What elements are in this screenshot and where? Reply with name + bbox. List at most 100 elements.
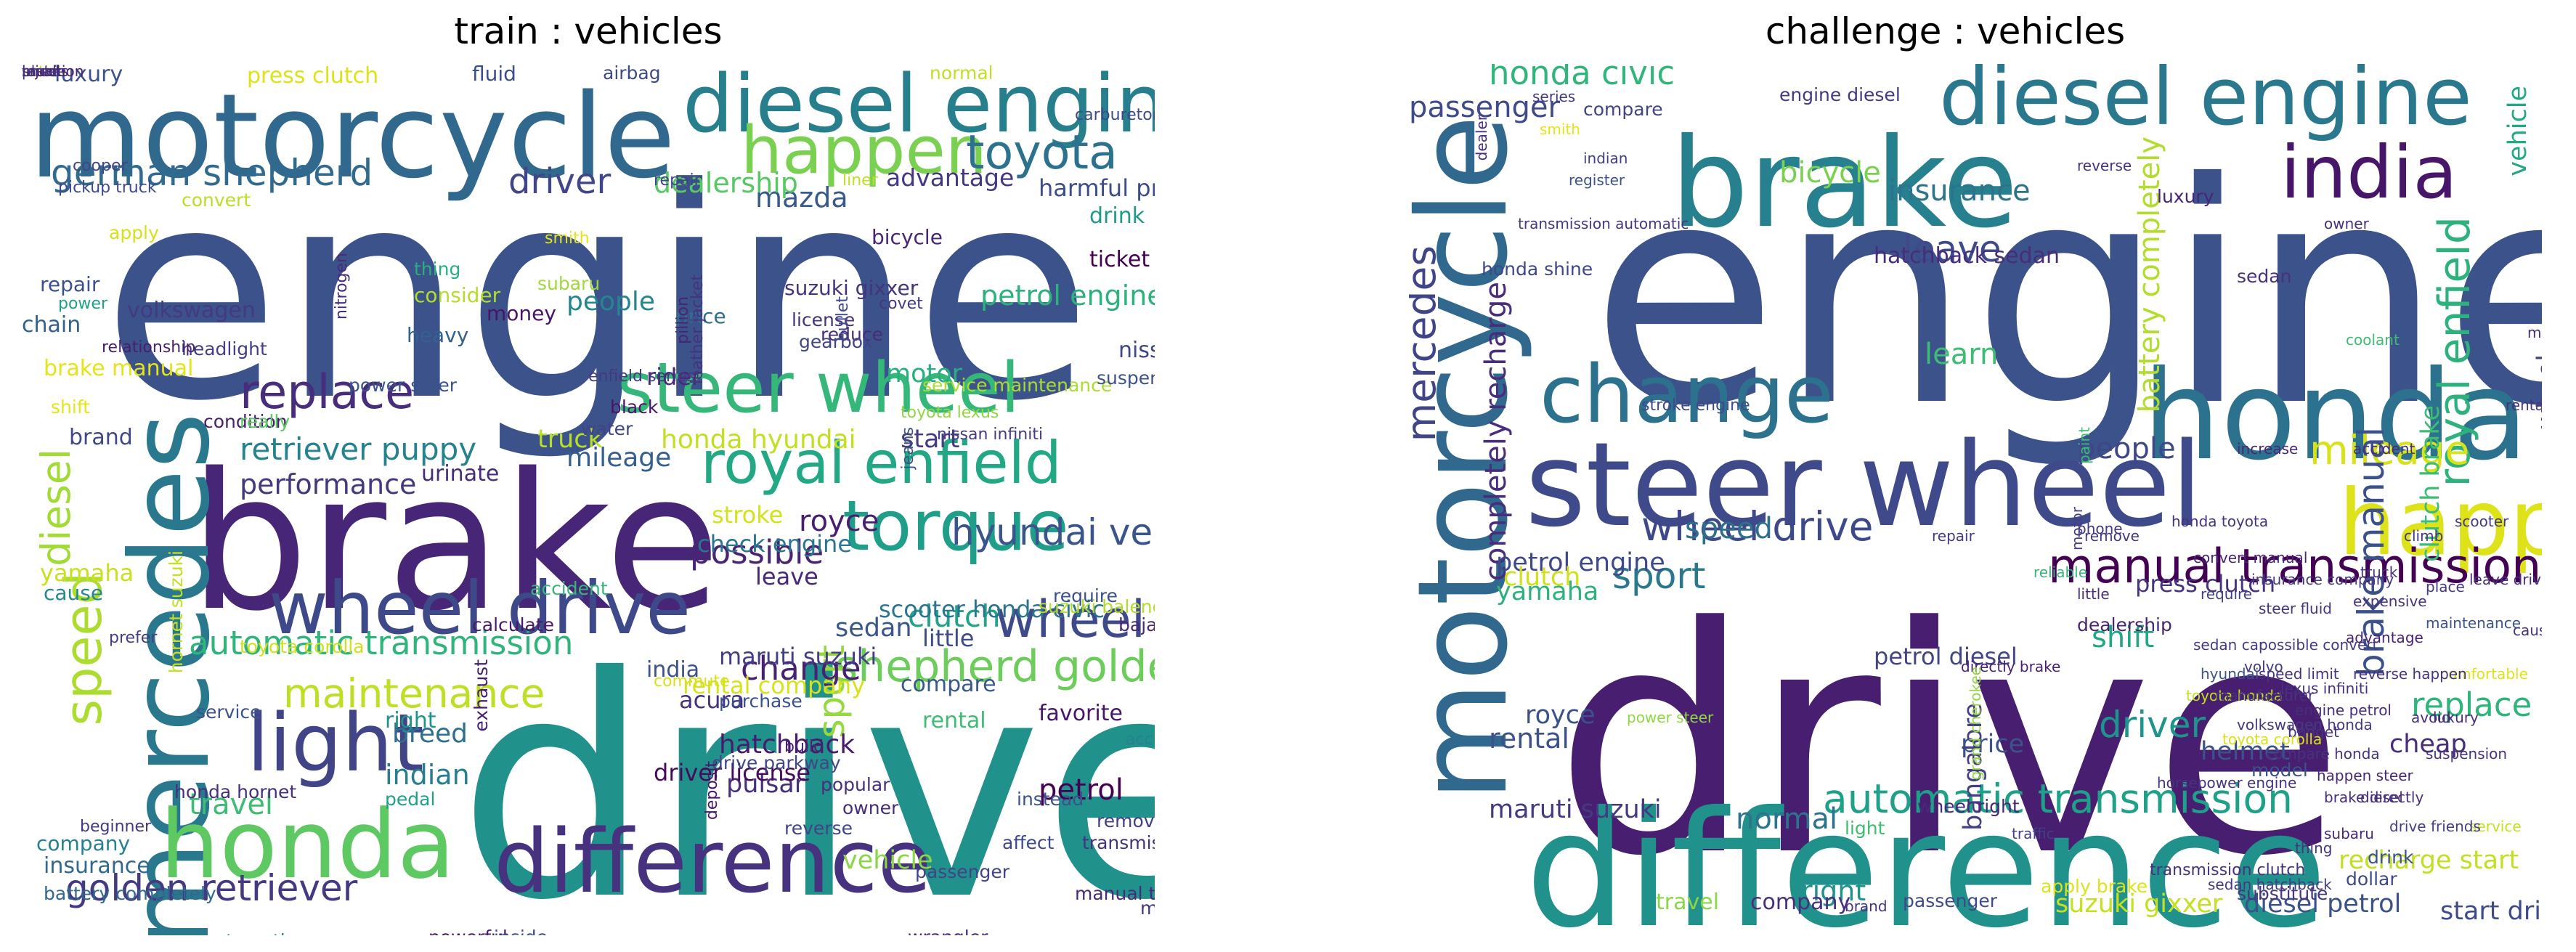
cloud-word: speed <box>1685 512 1773 545</box>
cloud-word: power steer <box>1627 709 1714 726</box>
cloud-word: stroke engine <box>1641 396 1750 415</box>
cloud-word: thing <box>2295 839 2333 857</box>
panel-train: train : vehicles engine drive brake motorcy… <box>0 0 1177 952</box>
cloud-word: covet <box>879 295 923 313</box>
cloud-word: insurance <box>44 853 150 879</box>
cloud-word: dealer <box>1473 115 1490 161</box>
cloud-word: sedan <box>835 614 912 643</box>
cloud-word: remove <box>2084 527 2140 545</box>
cloud-word: helmet <box>2201 737 2290 766</box>
cloud-word: instead <box>1017 789 1084 810</box>
cloud-word: company <box>36 831 131 855</box>
cloud-word: possible <box>690 533 824 571</box>
cloud-word: wheel drive <box>1641 503 1874 550</box>
cloud-word: company <box>1750 890 1851 915</box>
cloud-word: power <box>58 295 107 313</box>
cloud-word: suzuki gixxer <box>2055 890 2223 919</box>
cloud-word: price <box>675 304 726 328</box>
cloud-word: toyota corolla <box>2222 731 2323 748</box>
cloud-word: hyundai <box>2201 665 2259 683</box>
cloud-word: drive friends <box>2389 818 2481 835</box>
cloud-word: urinate <box>421 461 500 487</box>
cloud-word: phone <box>2077 520 2123 537</box>
cloud-word: reverse <box>784 818 853 839</box>
cloud-word: hatchback <box>719 730 856 760</box>
cloud-word: change <box>1540 348 1834 441</box>
cloud-word: driver <box>2099 704 2206 746</box>
cloud-word: mileage <box>566 443 672 473</box>
cloud-word: plate <box>22 64 59 80</box>
cloud-word: repair <box>1932 527 1975 545</box>
cloud-word: budget <box>2288 723 2339 741</box>
cloud-word: people <box>566 287 656 317</box>
cloud-word: suspension <box>1097 367 1155 388</box>
cloud-word: mustang <box>2527 324 2542 341</box>
cloud-word: maruti suzuki <box>1489 795 1662 824</box>
cloud-word: honda hornet <box>174 781 297 802</box>
cloud-word: bullet <box>834 296 852 342</box>
cloud-word: diesel engine <box>683 64 1155 150</box>
cloud-word: dollar <box>2346 868 2397 890</box>
cloud-word: honda toyota <box>2171 513 2269 530</box>
cloud-word: prefer <box>109 629 158 647</box>
cloud-word: petrol diesel <box>1874 643 2018 670</box>
cloud-word: engine <box>102 127 1093 465</box>
cloud-word: maintenance <box>283 670 545 717</box>
cloud-word: learn <box>1925 338 1999 371</box>
cloud-word: normal <box>1736 802 1838 836</box>
cloud-word: reverse <box>2077 157 2132 174</box>
panel-title-train: train : vehicles <box>454 10 723 52</box>
cloud-word: stroke <box>712 501 784 529</box>
cloud-word: motor <box>886 359 963 388</box>
cloud-word: sedan car <box>2193 636 2265 654</box>
cloud-word: nissan infiniti <box>937 426 1044 444</box>
cloud-word: toyota lexus <box>901 404 999 422</box>
cloud-word: nissan <box>1118 338 1155 363</box>
cloud-word: drive parkway <box>712 752 841 773</box>
cloud-word: liner <box>842 171 878 190</box>
cloud-word: transmission clutch <box>2150 861 2306 879</box>
cloud-word: leave <box>1903 228 2002 270</box>
wordcloud-train: engine drive brake motorcycle mercedes honda d… <box>22 64 1155 935</box>
cloud-word: india <box>2280 130 2458 215</box>
cloud-word: wheel <box>995 590 1146 649</box>
cloud-word: calculate <box>472 614 555 635</box>
cloud-word: hornet suzuki <box>166 550 187 674</box>
cloud-word: scooter <box>2455 513 2509 530</box>
cloud-word: headlight <box>182 338 267 359</box>
cloud-word: drink <box>2368 847 2414 868</box>
cloud-word: breed <box>392 719 468 749</box>
cloud-word: wheel right <box>1917 796 2020 817</box>
cloud-word: travel <box>189 788 274 821</box>
cloud-word: normal <box>930 64 994 84</box>
cloud-word: steer wheel <box>1525 417 2203 553</box>
cloud-word: small <box>22 64 61 80</box>
cloud-word: shepherd golden <box>835 641 1155 692</box>
cloud-word: honda <box>2142 344 2529 488</box>
cloud-word: torque <box>842 487 1069 566</box>
cloud-word: steer fluid <box>2259 600 2332 617</box>
cloud-word: thing <box>414 259 461 280</box>
cloud-word: mileage <box>2309 427 2470 473</box>
cloud-word: owner <box>2324 215 2369 232</box>
cloud-word: acceleration <box>1126 731 1155 749</box>
cloud-word: chain <box>22 312 81 338</box>
cloud-word: series <box>1532 88 1576 105</box>
cloud-word: really <box>240 411 290 432</box>
cloud-word: cooper <box>73 157 128 175</box>
cloud-word: engine petrol <box>2295 701 2392 719</box>
cloud-word: driver license <box>654 759 811 786</box>
cloud-word: petrol <box>1039 773 1124 807</box>
cloud-word: people <box>2077 432 2176 465</box>
cloud-word: mercedes <box>1409 245 1445 442</box>
cloud-word: truck <box>2360 564 2398 581</box>
cloud-word: diesel <box>2360 789 2403 806</box>
cloud-word: battery completely <box>2133 137 2166 413</box>
cloud-word: difference <box>494 812 932 913</box>
cloud-word: climb <box>2404 527 2444 545</box>
cloud-word: automatic transmission <box>189 624 574 662</box>
cloud-word: vehicle <box>842 846 933 875</box>
cloud-word: repair <box>40 272 100 296</box>
cloud-word: battery completely <box>44 883 216 904</box>
cloud-word: rental <box>1489 723 1569 754</box>
